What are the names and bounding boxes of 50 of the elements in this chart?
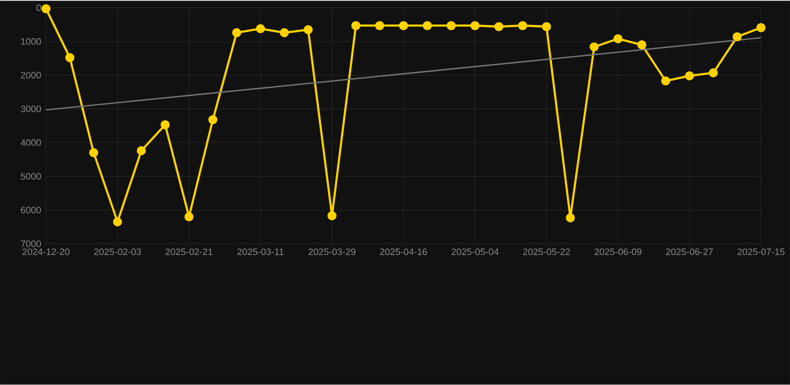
x-tick-label: 2025-03-29 [308, 248, 356, 256]
point [375, 21, 384, 30]
y-tick-label: 2000 [20, 72, 41, 79]
x-tick-label: 2025-04-16 [380, 248, 427, 256]
y-tick-label: 0 [36, 4, 41, 12]
point [590, 42, 599, 52]
x-tick-label: 2025-02-21 [166, 248, 212, 256]
point [184, 212, 194, 222]
x-tick-label: 2025-05-22 [523, 248, 570, 256]
point [256, 24, 266, 34]
point [280, 28, 289, 38]
point [112, 217, 122, 226]
y-tick-label: 3000 [20, 106, 41, 112]
point [41, 4, 51, 14]
point [661, 76, 670, 86]
point [684, 71, 694, 81]
x-tick-label: 2025-03-11 [237, 248, 284, 256]
y-tick-label: 5000 [20, 173, 41, 180]
point [327, 211, 337, 220]
point [566, 213, 575, 222]
point [351, 21, 360, 30]
point [542, 22, 552, 32]
point [89, 148, 98, 158]
point [732, 32, 742, 42]
x-tick-label: 2025-05-04 [452, 248, 499, 256]
point [470, 21, 480, 30]
x-tick-label: 2025-06-27 [666, 248, 713, 256]
point [304, 25, 313, 34]
y-tick-label: 1000 [21, 38, 41, 45]
point [160, 120, 170, 130]
point [232, 28, 242, 38]
point [756, 23, 766, 32]
point [208, 115, 218, 124]
x-tick-label: 2025-07-15 [738, 248, 784, 256]
y-tick-label: 4000 [20, 139, 41, 146]
x-tick-label: 2025-06-09 [594, 248, 642, 256]
point [398, 21, 408, 30]
point [708, 68, 718, 78]
y-tick-label: 7000 [21, 240, 41, 248]
point [518, 21, 528, 30]
point [494, 22, 504, 32]
x-tick-label: 2024-12-20 [22, 248, 70, 256]
point [446, 21, 456, 30]
point [613, 34, 623, 44]
point [65, 53, 74, 62]
point [136, 146, 146, 156]
point [422, 21, 432, 30]
point [637, 40, 646, 50]
x-tick-label: 2025-02-03 [94, 248, 141, 256]
y-tick-label: 6000 [21, 206, 41, 214]
